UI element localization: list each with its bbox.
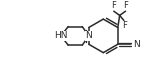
Text: F: F — [111, 1, 116, 10]
Text: F: F — [122, 21, 127, 30]
Text: HN: HN — [54, 31, 68, 40]
Text: N: N — [85, 31, 92, 40]
Text: N: N — [133, 40, 140, 49]
Text: F: F — [123, 1, 128, 10]
